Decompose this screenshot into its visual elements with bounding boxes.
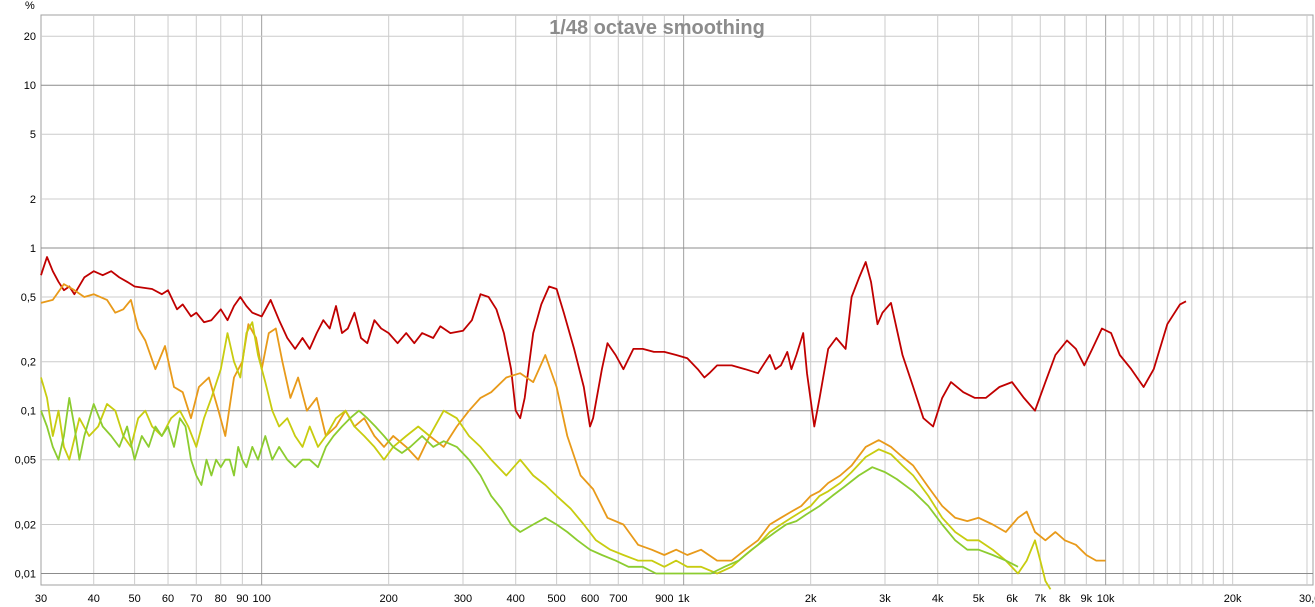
x-tick-label: 600 xyxy=(581,593,599,605)
x-tick-label: 4k xyxy=(932,593,944,605)
y-tick-label: 1 xyxy=(30,243,36,255)
x-tick-label: 40 xyxy=(88,593,100,605)
x-tick-label: 6k xyxy=(1006,593,1018,605)
grid xyxy=(41,15,1313,585)
y-tick-label: 0,1 xyxy=(21,406,36,418)
y-tick-label: 0,2 xyxy=(21,357,36,369)
series-line-1 xyxy=(40,256,1187,428)
x-tick-label: 900 xyxy=(655,593,673,605)
x-tick-label: 70 xyxy=(190,593,202,605)
x-tick-label: 400 xyxy=(507,593,525,605)
x-tick-labels: 30 40 50 60 70 80 90 100 200 300 400 500 600 700 900 1k… xyxy=(35,593,1315,605)
y-tick-labels: 20 10 5 2 1 0,5 0,2 0,1 0,05 0,02 0,01 xyxy=(15,31,36,580)
series-line-3 xyxy=(40,321,1052,590)
series-group xyxy=(40,256,1187,590)
x-tick-label: 80 xyxy=(215,593,227,605)
y-tick-label: 10 xyxy=(24,80,36,92)
x-tick-label: 1k xyxy=(678,593,690,605)
series-line-4 xyxy=(40,397,1019,575)
x-tick-label: 200 xyxy=(380,593,398,605)
x-tick-label: 5k xyxy=(973,593,985,605)
x-tick-label: 30,0k Hz xyxy=(1299,593,1315,605)
y-tick-label: 5 xyxy=(30,129,36,141)
x-tick-label: 7k xyxy=(1034,593,1046,605)
x-tick-label: 100 xyxy=(252,593,270,605)
x-tick-label: 10k xyxy=(1097,593,1115,605)
x-tick-label: 30 xyxy=(35,593,47,605)
x-tick-label: 60 xyxy=(162,593,174,605)
x-tick-label: 90 xyxy=(236,593,248,605)
x-tick-label: 3k xyxy=(879,593,891,605)
y-tick-label: 20 xyxy=(24,31,36,43)
y-tick-label: 2 xyxy=(30,194,36,206)
x-tick-label: 50 xyxy=(128,593,140,605)
x-tick-label: 700 xyxy=(609,593,627,605)
chart-title: 1/48 octave smoothing xyxy=(549,17,765,39)
x-tick-label: 9k xyxy=(1081,593,1093,605)
x-tick-label: 20k xyxy=(1224,593,1242,605)
x-tick-label: 8k xyxy=(1059,593,1071,605)
series-line-2 xyxy=(40,283,1106,562)
y-axis-unit: % xyxy=(25,0,35,12)
x-tick-label: 300 xyxy=(454,593,472,605)
y-tick-label: 0,02 xyxy=(15,520,36,532)
y-tick-label: 0,5 xyxy=(21,292,36,304)
plot-border xyxy=(40,14,1314,586)
y-tick-label: 0,01 xyxy=(15,569,36,581)
x-tick-label: 2k xyxy=(805,593,817,605)
y-tick-label: 0,05 xyxy=(15,455,36,467)
x-tick-label: 500 xyxy=(547,593,565,605)
